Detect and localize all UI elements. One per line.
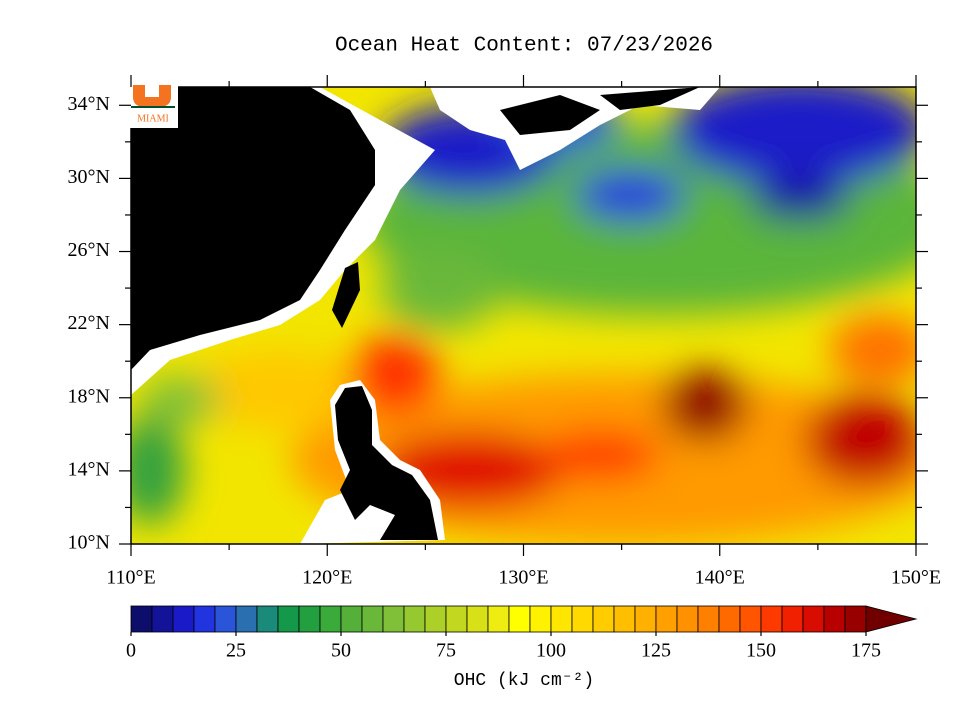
colorbar-tick-label: 100 <box>536 640 566 662</box>
lat-tick-label: 18°N <box>68 385 110 407</box>
lat-tick-label: 30°N <box>68 166 110 188</box>
logo: MIAMI <box>128 78 178 128</box>
colorbar-box <box>613 605 636 633</box>
lat-tick-label: 34°N <box>68 93 110 115</box>
colorbar-box <box>340 605 363 633</box>
colorbar-tick-label: 125 <box>641 640 671 662</box>
colorbar-box <box>676 605 699 633</box>
colorbar-box <box>319 605 342 633</box>
colorbar-box <box>151 605 174 633</box>
lat-tick-label: 26°N <box>68 239 110 261</box>
logo-text: MIAMI <box>137 113 169 124</box>
colorbar-box <box>298 605 321 633</box>
lon-tick-label: 140°E <box>695 567 745 589</box>
title: Ocean Heat Content: 07/23/2026 <box>335 35 713 58</box>
lat-tick-label: 10°N <box>68 532 110 554</box>
colorbar-box <box>655 605 678 633</box>
colorbar-box <box>403 605 426 633</box>
colorbar-box <box>508 605 531 633</box>
colorbar-box <box>361 605 384 633</box>
colorbar-box <box>760 605 783 633</box>
lat-tick-label: 22°N <box>68 312 110 334</box>
colorbar-tick-label: 25 <box>226 640 246 662</box>
lon-tick-label: 150°E <box>891 567 941 589</box>
colorbar-box <box>424 605 447 633</box>
colorbar-tick-label: 150 <box>746 640 776 662</box>
lon-tick-label: 130°E <box>498 567 548 589</box>
colorbar-box <box>487 605 510 633</box>
colorbar-box <box>172 605 195 633</box>
colorbar-box <box>823 605 846 633</box>
colorbar-box <box>634 605 657 633</box>
colorbar-arrow <box>865 605 918 633</box>
colorbar-box <box>529 605 552 633</box>
colorbar-box <box>718 605 741 633</box>
lon-tick-label: 110°E <box>106 567 155 589</box>
colorbar-box <box>571 605 594 633</box>
colorbar-box <box>214 605 237 633</box>
colorbar-tick-label: 50 <box>331 640 351 662</box>
colorbar-box <box>256 605 279 633</box>
colorbar-box <box>781 605 804 633</box>
colorbar-box <box>235 605 258 633</box>
ohc-field <box>131 87 916 544</box>
colorbar-tick-label: 0 <box>126 640 136 662</box>
colorbar-box <box>382 605 405 633</box>
colorbar-box <box>550 605 573 633</box>
colorbar-box <box>466 605 489 633</box>
colorbar-box <box>592 605 615 633</box>
colorbar-box <box>277 605 300 633</box>
colorbar-box <box>193 605 216 633</box>
colorbar-box <box>445 605 468 633</box>
lon-tick-label: 120°E <box>302 567 352 589</box>
colorbar-label: OHC (kJ cm⁻²) <box>454 671 594 691</box>
colorbar-tick-label: 175 <box>851 640 881 662</box>
colorbar-box <box>802 605 825 633</box>
lat-tick-label: 14°N <box>68 458 110 480</box>
colorbar-box <box>130 605 153 633</box>
colorbar-box <box>739 605 762 633</box>
colorbar-box <box>844 605 867 633</box>
colorbar-box <box>697 605 720 633</box>
colorbar-tick-label: 75 <box>436 640 456 662</box>
